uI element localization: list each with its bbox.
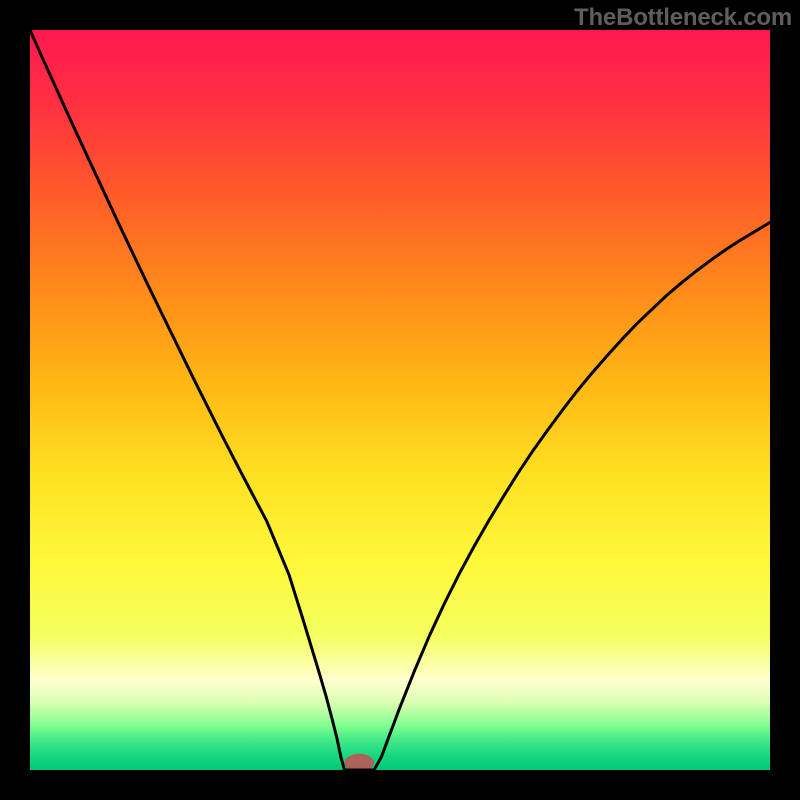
bottleneck-chart — [30, 30, 770, 770]
watermark-text: TheBottleneck.com — [574, 4, 792, 32]
chart-frame: TheBottleneck.com — [0, 0, 800, 800]
gradient-background — [30, 30, 770, 770]
plot-area — [30, 30, 770, 770]
